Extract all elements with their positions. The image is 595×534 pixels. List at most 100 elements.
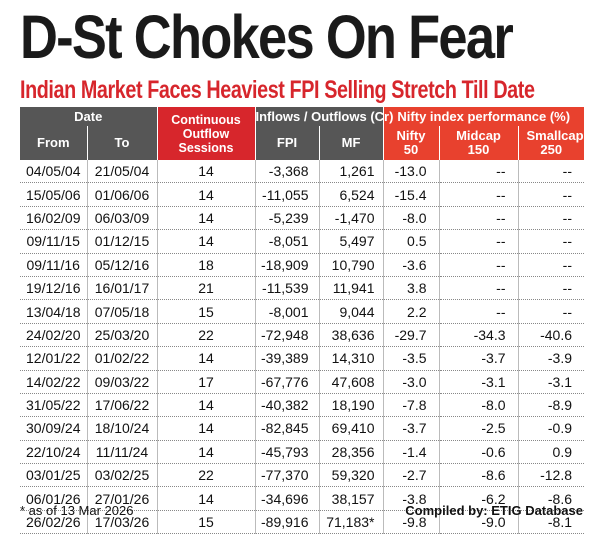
- cell-fpi: -8,001: [255, 299, 320, 324]
- cell-from: 15/05/06: [20, 182, 88, 207]
- cell-sessions: 22: [157, 463, 256, 488]
- cell-smallcap250: --: [518, 206, 584, 231]
- cell-from: 24/02/20: [20, 323, 88, 348]
- table-row: 13/04/18 07/05/18 15 -8,001 9,044 2.2 -- --: [20, 299, 584, 324]
- cell-to: 21/05/04: [87, 160, 158, 184]
- cell-nifty50: -7.8: [383, 393, 440, 418]
- cell-to: 18/10/24: [87, 416, 158, 441]
- table-row: 09/11/15 01/12/15 14 -8,051 5,497 0.5 -- --: [20, 229, 584, 254]
- cell-sessions: 14: [157, 440, 256, 465]
- cell-smallcap250: -3.1: [518, 370, 584, 394]
- cell-nifty50: -3.8: [383, 486, 440, 511]
- cell-midcap150: -0.6: [439, 440, 519, 465]
- cell-to: 27/01/26: [87, 486, 158, 511]
- cell-sessions: 14: [157, 486, 256, 511]
- cell-from: 30/09/24: [20, 416, 88, 441]
- cell-smallcap250: --: [518, 182, 584, 207]
- cell-smallcap250: -0.9: [518, 416, 584, 441]
- cell-sessions: 15: [157, 510, 256, 534]
- cell-sessions: 18: [157, 253, 256, 277]
- cell-mf: 14,310: [319, 346, 384, 371]
- header-nifty-performance: Nifty index performance (%): [382, 107, 584, 126]
- cell-sessions: 14: [157, 206, 256, 231]
- cell-mf: 71,183*: [319, 510, 384, 534]
- cell-mf: 38,157: [319, 486, 384, 511]
- cell-sessions: 14: [157, 160, 256, 184]
- cell-fpi: -11,539: [255, 276, 320, 301]
- cell-fpi: -18,909: [255, 253, 320, 277]
- cell-to: 06/03/09: [87, 206, 158, 231]
- cell-sessions: 22: [157, 323, 256, 348]
- table-row: 03/01/25 03/02/25 22 -77,370 59,320 -2.7 -8.6-…: [20, 463, 584, 488]
- header-to: To: [86, 126, 157, 160]
- cell-mf: 18,190: [319, 393, 384, 418]
- cell-midcap150: -8.0: [439, 393, 519, 418]
- cell-fpi: -3,368: [255, 160, 320, 184]
- cell-to: 01/02/22: [87, 346, 158, 371]
- cell-midcap150: --: [439, 206, 519, 231]
- cell-from: 16/02/09: [20, 206, 88, 231]
- cell-mf: 5,497: [319, 229, 384, 254]
- cell-nifty50: -8.0: [383, 206, 440, 231]
- cell-mf: 1,261: [319, 160, 384, 184]
- cell-from: 13/04/18: [20, 299, 88, 324]
- cell-midcap150: --: [439, 160, 519, 184]
- cell-sessions: 15: [157, 299, 256, 324]
- cell-to: 05/12/16: [87, 253, 158, 277]
- table-row: 15/05/06 01/06/06 14 -11,055 6,524 -15.4 -- --: [20, 182, 584, 207]
- header-smallcap250: Smallcap 250: [517, 126, 584, 160]
- cell-to: 17/06/22: [87, 393, 158, 418]
- cell-smallcap250: --: [518, 253, 584, 277]
- table-row: 24/02/20 25/03/20 22 -72,948 38,636 -29.7 -34.…: [20, 323, 584, 348]
- cell-fpi: -67,776: [255, 370, 320, 394]
- header-midcap150: Midcap 150: [438, 126, 518, 160]
- cell-nifty50: -3.5: [383, 346, 440, 371]
- cell-nifty50: -3.0: [383, 370, 440, 394]
- cell-from: 19/12/16: [20, 276, 88, 301]
- cell-smallcap250: --: [518, 276, 584, 301]
- cell-to: 11/11/24: [87, 440, 158, 465]
- cell-midcap150: --: [439, 182, 519, 207]
- table-body: 04/05/04 21/05/04 14 -3,368 1,261 -13.0 -- -- 15…: [20, 160, 584, 534]
- cell-nifty50: -3.7: [383, 416, 440, 441]
- cell-fpi: -5,239: [255, 206, 320, 231]
- table-row: 06/01/26 27/01/26 14 -34,696 38,157 -3.8 -6.2-…: [20, 486, 584, 511]
- cell-from: 12/01/22: [20, 346, 88, 371]
- cell-mf: 47,608: [319, 370, 384, 394]
- cell-midcap150: -8.6: [439, 463, 519, 488]
- cell-from: 03/01/25: [20, 463, 88, 488]
- cell-midcap150: -2.5: [439, 416, 519, 441]
- table-row: 19/12/16 16/01/17 21 -11,539 11,941 3.8 -- --: [20, 276, 584, 301]
- subheadline: Indian Market Faces Heaviest FPI Selling…: [20, 76, 535, 104]
- cell-from: 09/11/15: [20, 229, 88, 254]
- cell-from: 09/11/16: [20, 253, 88, 277]
- header-fpi: FPI: [254, 126, 319, 160]
- cell-from: 14/02/22: [20, 370, 88, 394]
- cell-midcap150: -3.1: [439, 370, 519, 394]
- cell-to: 07/05/18: [87, 299, 158, 324]
- header-nifty50: Nifty 50: [382, 126, 439, 160]
- fpi-selling-table: Date Continuous Outflow Sessions Inflows…: [20, 107, 584, 534]
- cell-fpi: -77,370: [255, 463, 320, 488]
- cell-nifty50: -15.4: [383, 182, 440, 207]
- footnote: * as of 13 Mar 2026: [20, 503, 134, 518]
- cell-nifty50: -13.0: [383, 160, 440, 184]
- cell-smallcap250: 0.9: [518, 440, 584, 465]
- cell-mf: 59,320: [319, 463, 384, 488]
- cell-mf: -1,470: [319, 206, 384, 231]
- cell-smallcap250: --: [518, 229, 584, 254]
- cell-midcap150: --: [439, 299, 519, 324]
- cell-smallcap250: -8.9: [518, 393, 584, 418]
- cell-smallcap250: -12.8: [518, 463, 584, 488]
- cell-sessions: 14: [157, 393, 256, 418]
- cell-from: 06/01/26: [20, 486, 88, 511]
- cell-smallcap250: -3.9: [518, 346, 584, 371]
- cell-to: 09/03/22: [87, 370, 158, 394]
- table-row: 16/02/09 06/03/09 14 -5,239 -1,470 -8.0 -- --: [20, 206, 584, 231]
- cell-fpi: -11,055: [255, 182, 320, 207]
- cell-mf: 38,636: [319, 323, 384, 348]
- cell-sessions: 14: [157, 416, 256, 441]
- cell-smallcap250: -8.6: [518, 486, 584, 511]
- cell-mf: 28,356: [319, 440, 384, 465]
- table-row: 04/05/04 21/05/04 14 -3,368 1,261 -13.0 -- --: [20, 160, 584, 184]
